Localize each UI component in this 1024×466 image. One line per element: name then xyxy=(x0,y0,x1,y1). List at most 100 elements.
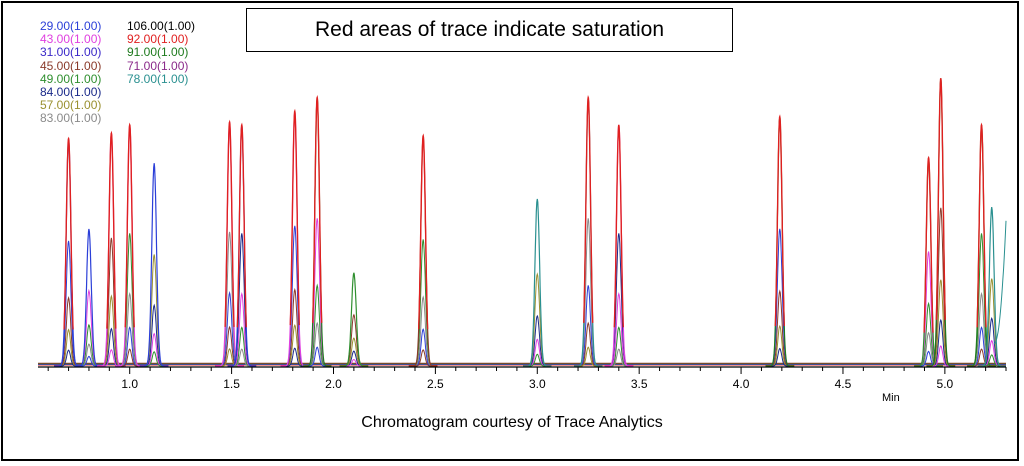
peak-9 xyxy=(339,272,369,367)
ion-trace xyxy=(302,321,332,367)
ion-trace xyxy=(97,294,126,367)
x-tick-label: 4.0 xyxy=(733,377,750,391)
legend-entry-49-00: 49.00(1.00) xyxy=(40,71,102,86)
x-tick-label: 1.5 xyxy=(223,377,240,391)
saturation-trace xyxy=(289,108,300,326)
ion-trace xyxy=(280,323,309,367)
peak-14 xyxy=(765,114,795,367)
ion-trace xyxy=(115,292,144,367)
x-axis: 1.0 1.5 2.0 2.5 3.0 3.5 4.0 4.5 5.0 xyxy=(38,366,1007,391)
ion-trace xyxy=(280,287,309,367)
ion-trace xyxy=(139,303,169,367)
ion-trace xyxy=(765,228,795,367)
legend-scale: (1.00) xyxy=(70,85,102,99)
ion-trace xyxy=(302,283,332,367)
legend-entry-83-00: 83.00(1.00) xyxy=(40,112,101,125)
ion-trace xyxy=(54,328,83,367)
main-ion-trace xyxy=(97,133,126,367)
legend-mass: 92.00 xyxy=(127,32,158,47)
legend-mass: 29.00 xyxy=(40,19,71,33)
x-tick-label: 1.0 xyxy=(121,377,138,391)
main-ion-trace xyxy=(523,198,552,367)
x-tick-label: 2.5 xyxy=(427,377,444,391)
ion-trace xyxy=(54,240,83,367)
peak-17 xyxy=(967,122,996,367)
peak-16 xyxy=(926,78,956,367)
legend-scale: (1.00) xyxy=(70,45,102,60)
chart-caption: Chromatogram courtesy of Trace Analytics xyxy=(361,414,663,431)
legend-scale: (1.00) xyxy=(70,98,102,113)
saturation-trace xyxy=(976,122,987,328)
saturation-trace xyxy=(923,155,934,333)
legend-scale: (1.00) xyxy=(70,71,102,86)
ion-trace xyxy=(139,332,169,367)
ion-trace xyxy=(339,337,369,367)
main-ion-trace xyxy=(74,228,104,367)
ion-trace xyxy=(74,323,104,367)
legend-scale: (1.00) xyxy=(70,111,102,126)
saturation-trace xyxy=(312,95,323,323)
chart-title-text: Red areas of trace indicate saturation xyxy=(314,18,665,41)
ion-trace xyxy=(604,326,634,367)
legend-entry-84-00: 84.00(1.00) xyxy=(40,86,101,99)
legend-scale: (1.00) xyxy=(70,58,102,73)
tail-trace xyxy=(993,220,1007,345)
legend-mass: 91.00 xyxy=(127,45,158,60)
legend-entry-106-00: 106.00(1.00) xyxy=(127,20,195,33)
saturation-trace xyxy=(935,78,946,320)
legend-mass: 71.00 xyxy=(127,58,158,73)
ion-trace xyxy=(115,233,144,367)
ion-trace xyxy=(339,313,369,367)
ion-trace xyxy=(977,339,1006,367)
main-ion-trace xyxy=(302,97,332,367)
legend-scale: (1.00) xyxy=(157,45,189,60)
peak-3 xyxy=(115,122,144,367)
ion-trace xyxy=(604,233,634,367)
peak-8 xyxy=(302,95,332,367)
saturation-trace xyxy=(63,136,74,330)
x-tick-label: 4.5 xyxy=(835,377,852,391)
main-ion-trace xyxy=(574,97,603,367)
main-ion-trace xyxy=(139,163,169,367)
peak-7 xyxy=(280,108,309,367)
saturation-trace xyxy=(224,119,235,327)
main-ion-trace xyxy=(977,207,1006,367)
x-tick-label: 3.5 xyxy=(631,377,648,391)
peak-10 xyxy=(408,133,438,367)
legend-scale: (1.00) xyxy=(157,71,189,86)
legend-scale: (1.00) xyxy=(157,58,189,73)
ion-trace xyxy=(280,225,309,367)
saturation-trace xyxy=(418,133,429,330)
saturation-trace xyxy=(124,122,135,328)
peak-5 xyxy=(215,119,244,367)
chromatogram-plot: 1.0 1.5 2.0 2.5 3.0 3.5 4.0 4.5 5.0 xyxy=(38,78,1007,391)
peak-4 xyxy=(139,163,169,367)
ion-trace xyxy=(302,218,332,367)
ion-trace xyxy=(408,239,438,367)
legend-mass: 84.00 xyxy=(40,85,71,99)
ion-trace xyxy=(97,237,126,367)
x-tick-label: 2.0 xyxy=(325,377,342,391)
x-tick-label: 5.0 xyxy=(937,377,954,391)
legend-scale: (1.00) xyxy=(157,32,189,47)
ion-trace xyxy=(765,324,795,367)
ion-trace xyxy=(523,338,552,367)
legend-entry-57-00: 57.00(1.00) xyxy=(40,99,101,112)
ion-trace xyxy=(967,233,996,367)
peak-13 xyxy=(604,124,634,367)
peak-2 xyxy=(97,130,126,367)
legend-mass: 57.00 xyxy=(40,98,71,113)
legend-entry-45-00: 45.00(1.00) xyxy=(40,58,102,73)
main-ion-trace xyxy=(967,124,996,367)
peak-11 xyxy=(523,198,552,367)
saturation-trace xyxy=(613,124,624,328)
main-ion-trace xyxy=(54,138,83,367)
legend-mass: 106.00 xyxy=(127,19,164,33)
peak-18 xyxy=(977,207,1006,367)
ion-trace xyxy=(967,326,996,367)
ion-trace xyxy=(115,326,144,367)
ion-trace xyxy=(408,328,438,367)
main-ion-trace xyxy=(115,124,144,367)
legend-mass: 45.00 xyxy=(40,58,71,73)
